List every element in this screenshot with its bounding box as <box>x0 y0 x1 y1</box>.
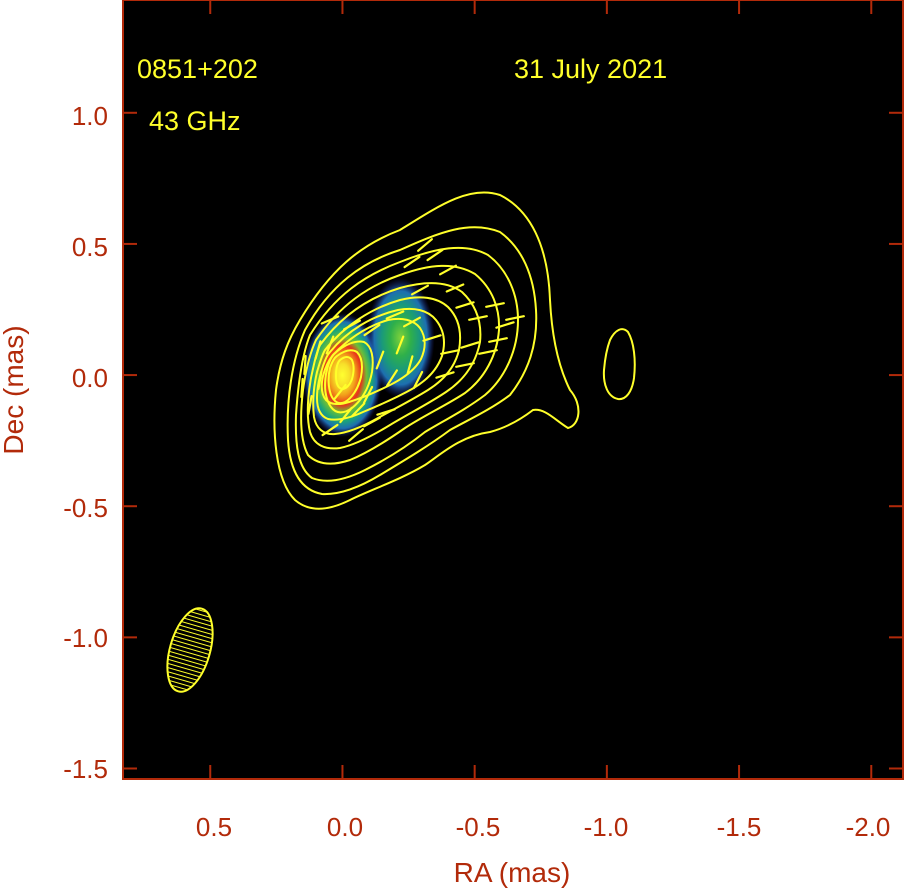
x-axis-title: RA (mas) <box>454 857 571 888</box>
plot-frame <box>122 0 904 780</box>
evpa-vector <box>403 316 421 328</box>
evpa-vector <box>460 341 480 349</box>
axis-ticks <box>123 0 903 779</box>
evpa-vector <box>417 238 433 252</box>
evpa-vector <box>485 302 505 308</box>
evpa-vector <box>314 340 322 360</box>
contour-3 <box>294 246 520 482</box>
evpa-vector <box>350 402 366 418</box>
evpa-vector <box>435 371 455 379</box>
contour-outer <box>273 191 580 510</box>
beam-ellipse <box>166 607 214 693</box>
evpa-vector <box>406 355 414 375</box>
evpa-vector <box>395 335 405 355</box>
contour-10 <box>327 349 363 405</box>
evpa-vector <box>478 349 498 355</box>
contour-5 <box>306 282 482 450</box>
evpa-vector <box>426 248 444 262</box>
y-axis: 1.0 0.5 0.0 -0.5 -1.0 -1.5 Dec (mas) <box>0 101 108 784</box>
evpa-vector <box>339 406 353 424</box>
evpa-vector <box>422 334 442 342</box>
evpa-vector <box>439 264 457 276</box>
y-tick-label: 1.0 <box>72 101 108 131</box>
evpa-vector <box>386 369 398 387</box>
evpa-vector <box>455 362 475 368</box>
map-annotations: 0851+202 43 GHz 31 July 2021 <box>137 54 667 136</box>
evpa-vector <box>411 284 429 296</box>
evpa-vector <box>488 337 508 343</box>
evpa-vector <box>325 335 335 355</box>
restoring-beam <box>166 607 214 693</box>
total-intensity-contours <box>273 191 636 510</box>
evpa-vector <box>321 423 339 437</box>
evpa-vector <box>505 315 525 321</box>
polarization-vectors <box>300 238 525 442</box>
evpa-vector <box>317 370 323 390</box>
evpa-vector <box>362 385 374 405</box>
evpa-vector <box>348 428 364 442</box>
source-name: 0851+202 <box>137 54 258 84</box>
contour-2 <box>286 226 538 496</box>
evpa-vector <box>343 319 361 331</box>
contour-6 <box>312 296 462 436</box>
evpa-vector <box>376 408 396 416</box>
evpa-vector <box>375 350 385 370</box>
x-axis: 0.5 0.0 -0.5 -1.0 -1.5 -2.0 RA (mas) <box>196 812 890 888</box>
y-tick-label: -1.0 <box>63 623 108 653</box>
evpa-vector <box>440 349 460 355</box>
x-tick-label: 0.0 <box>327 812 363 842</box>
frequency-label: 43 GHz <box>149 106 241 136</box>
evpa-vector <box>303 354 307 376</box>
y-axis-title: Dec (mas) <box>0 325 29 454</box>
y-tick-label: 0.5 <box>72 232 108 262</box>
jet-knot-intensity <box>366 277 435 398</box>
evpa-vector <box>333 383 347 401</box>
x-tick-label: 0.5 <box>196 812 232 842</box>
evpa-vector <box>307 395 313 415</box>
evpa-vector <box>445 283 465 293</box>
x-tick-label: -2.0 <box>846 812 891 842</box>
evpa-vector <box>300 377 304 399</box>
x-tick-label: -1.0 <box>584 812 629 842</box>
y-tick-label: -0.5 <box>63 493 108 523</box>
x-tick-label: -0.5 <box>456 812 501 842</box>
contour-8 <box>320 317 426 406</box>
evpa-vector <box>495 321 515 329</box>
evpa-vector <box>412 370 424 390</box>
contour-4 <box>300 264 501 465</box>
evpa-vector <box>403 255 421 269</box>
y-tick-label: -1.5 <box>63 754 108 784</box>
evpa-vector <box>468 315 488 321</box>
evpa-vector <box>363 416 381 428</box>
x-tick-label: -1.5 <box>717 812 762 842</box>
evpa-vector <box>363 323 381 337</box>
evpa-vector <box>320 315 340 325</box>
y-tick-label: 0.0 <box>72 363 108 393</box>
evpa-vector <box>385 310 405 320</box>
contour-isolated-feature <box>602 328 636 401</box>
evpa-vector <box>455 301 475 309</box>
contour-11 <box>334 356 355 391</box>
observation-date: 31 July 2021 <box>514 54 667 84</box>
